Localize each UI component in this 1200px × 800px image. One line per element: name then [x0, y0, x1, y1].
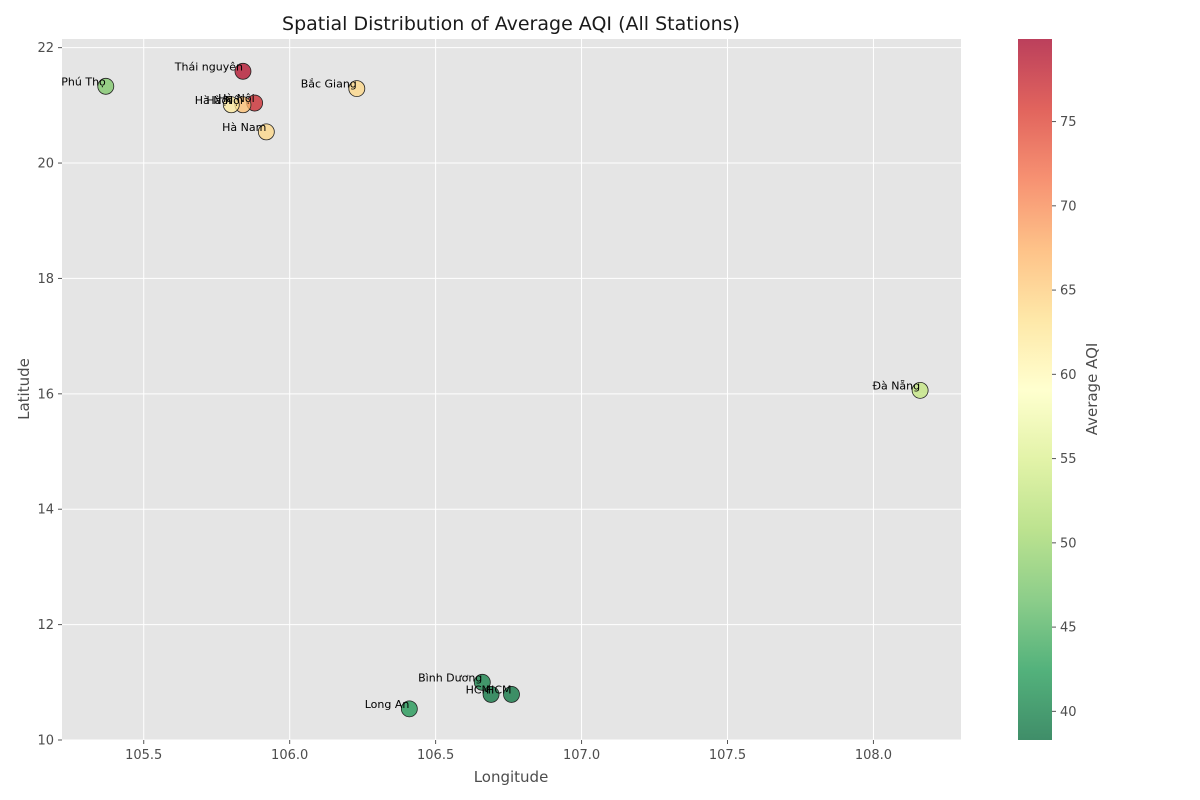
- point-label: Thái nguyên: [174, 60, 243, 73]
- y-tick-label: 12: [37, 618, 54, 633]
- point-label: Hà Nam: [222, 121, 266, 134]
- y-tick-label: 20: [37, 157, 54, 172]
- colorbar: [1018, 39, 1052, 740]
- y-tick-label: 14: [37, 503, 54, 518]
- colorbar-tick-label: 60: [1060, 368, 1077, 383]
- point-label: HCM: [486, 683, 511, 696]
- x-tick-label: 105.5: [125, 748, 162, 763]
- data-point: [911, 381, 929, 399]
- point-label: Hà Nội: [218, 92, 255, 105]
- y-tick-label: 22: [37, 41, 54, 56]
- colorbar-ticks: 40 45 50 55 60 65 70 75: [1052, 115, 1077, 720]
- x-tick-label: 107.0: [563, 748, 600, 763]
- data-points: [97, 62, 929, 718]
- point-label: Hà Nội: [195, 94, 232, 107]
- data-point: [473, 673, 491, 691]
- colorbar-tick-label: 50: [1060, 536, 1077, 551]
- colorbar-tick-label: 40: [1060, 705, 1077, 720]
- plot-area: [62, 39, 961, 740]
- x-axis-ticks: 105.5 106.0 106.5 107.0 107.5 108.0: [125, 740, 892, 763]
- data-point: [482, 686, 500, 703]
- point-label: Đà Nẵng: [872, 379, 920, 392]
- colorbar-tick-label: 75: [1060, 115, 1077, 130]
- point-label: Phú Thọ: [61, 75, 106, 88]
- y-axis-label: Latitude: [15, 358, 33, 420]
- data-point: [400, 700, 418, 718]
- x-tick-label: 106.5: [417, 748, 454, 763]
- x-tick-label: 107.5: [709, 748, 746, 763]
- data-point: [503, 686, 520, 703]
- y-tick-label: 18: [37, 272, 54, 287]
- point-label: HCM: [466, 683, 491, 696]
- data-point: [222, 96, 240, 114]
- data-point: [257, 123, 275, 141]
- data-point: [348, 80, 366, 98]
- x-tick-label: 106.0: [271, 748, 308, 763]
- y-tick-label: 10: [37, 734, 54, 749]
- colorbar-tick-label: 65: [1060, 284, 1077, 299]
- data-point: [97, 77, 115, 95]
- point-label: Long An: [365, 698, 410, 711]
- colorbar-label: Average AQI: [1083, 343, 1101, 436]
- x-tick-label: 108.0: [855, 748, 892, 763]
- colorbar-tick-label: 55: [1060, 452, 1077, 467]
- chart-title: Spatial Distribution of Average AQI (All…: [282, 13, 740, 35]
- y-tick-label: 16: [37, 387, 54, 402]
- point-label: Bắc Giang: [301, 78, 357, 91]
- colorbar-tick-label: 45: [1060, 621, 1077, 636]
- point-label: Bình Dương: [418, 671, 482, 684]
- point-label: Hà Nội: [206, 94, 243, 107]
- colorbar-tick-label: 70: [1060, 199, 1077, 214]
- x-axis-label: Longitude: [474, 768, 549, 786]
- data-point: [234, 62, 252, 80]
- y-axis-ticks: 10 12 14 16 18 20 22: [37, 41, 62, 749]
- grid: [62, 39, 961, 741]
